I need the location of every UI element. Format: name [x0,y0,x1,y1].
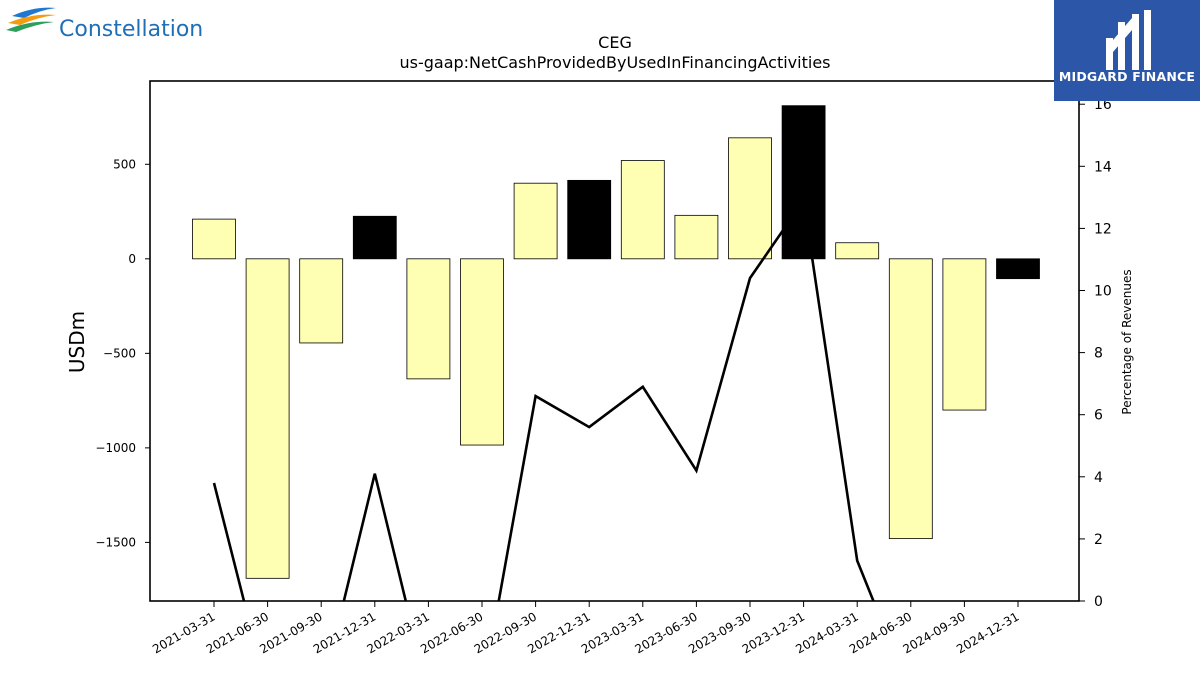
y2-tick-label: 16 [1094,97,1112,113]
y2-tick-label: 12 [1094,221,1112,237]
bar [567,179,612,260]
bar [728,137,772,260]
right-axis-ticks: 0 2 4 6 8 10 12 14 16 [1079,97,1112,610]
y2-axis-label: Percentage of Revenues [1120,269,1134,414]
chart-subtitle: us-gaap:NetCashProvidedByUsedInFinancing… [399,53,830,72]
constellation-swoosh-icon: Constellation [6,7,203,42]
y-tick-label: −500 [103,346,136,360]
bar [299,258,344,344]
bar [620,160,665,260]
y-tick-label: −1500 [95,535,136,549]
bar [460,258,504,446]
y2-tick-label: 2 [1094,532,1103,548]
bar [888,258,933,540]
y2-tick-label: 4 [1094,470,1103,486]
midgard-wordmark: MIDGARD FINANCE [1058,69,1196,84]
bar [781,105,826,260]
midgard-m-icon [1106,10,1151,70]
bar [192,218,236,260]
y-tick-label: 500 [113,157,136,171]
y-axis-label: USDm [65,311,89,373]
bar [406,258,451,380]
bar [835,242,880,260]
line-layer [212,197,875,601]
x-axis-ticks: 2021-03-312021-06-302021-09-302021-12-31… [150,601,1022,656]
bar [942,258,987,411]
bar [513,182,558,260]
midgard-finance-logo: MIDGARD FINANCE [1054,0,1200,101]
plot-frame [149,80,1080,602]
y2-tick-label: 10 [1094,284,1112,300]
bar [352,215,397,260]
bar [996,258,1040,280]
y2-tick-label: 6 [1094,408,1103,424]
chart-title: CEG [598,33,632,52]
bars-layer [192,105,1040,579]
y2-tick-label: 14 [1094,159,1112,175]
y-tick-label: 0 [128,252,136,266]
left-axis-ticks: −1500 −1000 −500 0 500 [95,157,150,549]
constellation-logo: Constellation [4,4,224,46]
y-tick-label: −1000 [95,441,136,455]
y2-tick-label: 0 [1094,594,1103,610]
y2-tick-label: 8 [1094,346,1103,362]
constellation-wordmark: Constellation [59,17,203,42]
bar [674,214,719,260]
percentage-line [212,197,875,601]
bar [245,258,290,579]
